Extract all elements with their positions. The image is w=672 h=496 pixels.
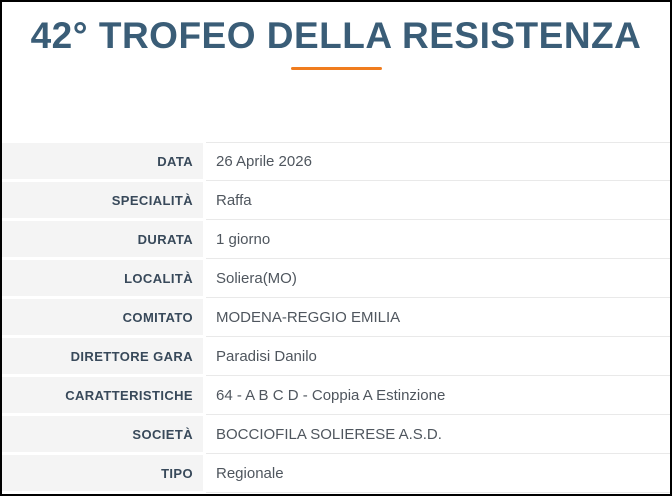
accent-divider bbox=[290, 67, 382, 70]
row-label: CARATTERISTICHE bbox=[2, 377, 203, 413]
page-title: 42° TROFEO DELLA RESISTENZA bbox=[30, 15, 642, 56]
row-value: Paradisi Danilo bbox=[206, 338, 670, 376]
row-value: MODENA-REGGIO EMILIA bbox=[206, 299, 670, 337]
row-label: COMITATO bbox=[2, 299, 203, 335]
row-value: BOCCIOFILA SOLIERESE A.S.D. bbox=[206, 416, 670, 454]
page-header: 42° TROFEO DELLA RESISTENZA bbox=[2, 14, 670, 70]
row-label: LOCALITÀ bbox=[2, 260, 203, 296]
tournament-details-table: DATA 26 Aprile 2026 SPECIALITÀ Raffa DUR… bbox=[2, 142, 670, 493]
table-row: DATA 26 Aprile 2026 bbox=[2, 142, 670, 181]
table-row: SPECIALITÀ Raffa bbox=[2, 182, 670, 220]
row-value: Soliera(MO) bbox=[206, 260, 670, 298]
table-row: DIRETTORE GARA Paradisi Danilo bbox=[2, 338, 670, 376]
row-label: SPECIALITÀ bbox=[2, 182, 203, 218]
table-row: CARATTERISTICHE 64 - A B C D - Coppia A … bbox=[2, 377, 670, 415]
row-label: DURATA bbox=[2, 221, 203, 257]
row-label: TIPO bbox=[2, 455, 203, 491]
row-label: DIRETTORE GARA bbox=[2, 338, 203, 374]
table-row: SOCIETÀ BOCCIOFILA SOLIERESE A.S.D. bbox=[2, 416, 670, 454]
row-value: Regionale bbox=[206, 455, 670, 493]
row-value: Raffa bbox=[206, 182, 670, 220]
row-value: 26 Aprile 2026 bbox=[206, 142, 670, 181]
table-row: LOCALITÀ Soliera(MO) bbox=[2, 260, 670, 298]
row-label: SOCIETÀ bbox=[2, 416, 203, 452]
row-label: DATA bbox=[2, 143, 203, 179]
row-value: 64 - A B C D - Coppia A Estinzione bbox=[206, 377, 670, 415]
rows-container: DATA 26 Aprile 2026 SPECIALITÀ Raffa DUR… bbox=[2, 142, 670, 493]
table-row: DURATA 1 giorno bbox=[2, 221, 670, 259]
row-value: 1 giorno bbox=[206, 221, 670, 259]
table-row: COMITATO MODENA-REGGIO EMILIA bbox=[2, 299, 670, 337]
table-row: TIPO Regionale bbox=[2, 455, 670, 493]
